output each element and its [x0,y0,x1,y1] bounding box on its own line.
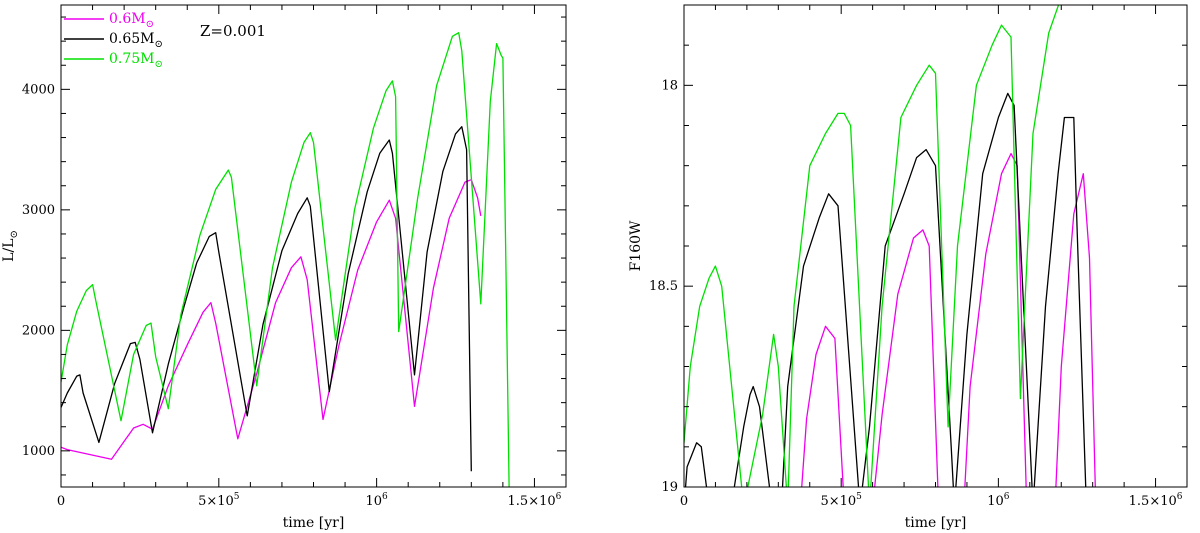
series-line-1 [684,92,1087,487]
x-tick-label-base: 10 [987,494,1004,509]
y-tick-label: 3000 [22,203,55,218]
x-tick-label: 0 [57,494,65,509]
y-axis-label: L/L⊙ [1,230,20,262]
legend-entry-2: 0.75M⊙ [109,51,163,70]
series-line-2 [61,32,510,487]
legend-entry-0: 0.6M⊙ [109,11,154,30]
x-tick-label-base: 1.5×10 [508,494,556,509]
x-tick-label-base: 1.5×10 [1129,494,1177,509]
x-axis-label: time [yr] [283,515,345,531]
x-tick-label-exponent: 5 [856,492,862,502]
series-line-2 [684,5,1060,487]
legend-entry-sun-symbol: ⊙ [155,39,163,50]
x-tick-label: 1.5×106 [1129,492,1183,509]
y-tick-label: 18 [661,78,678,93]
y-tick-label: 1000 [22,444,55,459]
x-axis-label: time [yr] [905,515,967,531]
x-tick-label-base: 0 [680,494,688,509]
x-tick-label-base: 0 [57,494,65,509]
x-tick-label-base: 5×10 [820,494,856,509]
x-tick-label-exponent: 6 [382,492,388,502]
x-tick-label: 0 [680,494,688,509]
legend-entry-name: 0.75M [109,51,155,67]
series-line-0 [61,179,482,460]
series-line-0 [801,152,1096,487]
x-tick-label-base: 10 [365,494,382,509]
y-tick-label: 2000 [22,323,55,338]
x-tick-label: 106 [987,492,1010,509]
y-axis-label-text: F160W [628,220,644,271]
x-tick-label: 106 [365,492,388,509]
x-tick-label-exponent: 5 [234,492,240,502]
y-tick-label: 18.5 [649,279,678,294]
series-line-1 [61,126,472,472]
y-axis-label-sun-symbol: ⊙ [9,230,20,238]
x-tick-label: 5×105 [820,492,862,509]
legend-entry-name: 0.65M [109,31,155,47]
legend-entry-1: 0.65M⊙ [109,31,163,50]
x-tick-label-base: 5×10 [198,494,234,509]
plot-frame [60,4,567,488]
metallicity-annotation: Z=0.001 [200,22,266,40]
legend-entry-sun-symbol: ⊙ [155,59,163,70]
x-tick-label: 1.5×106 [508,492,562,509]
y-axis-label-text: L/L [1,239,17,262]
y-tick-label: 19 [661,480,678,495]
x-tick-label-exponent: 6 [1177,492,1183,502]
legend-entry-sun-symbol: ⊙ [146,19,154,30]
y-axis-label: F160W [628,220,644,271]
x-tick-label: 5×105 [198,492,240,509]
x-tick-label-exponent: 6 [556,492,562,502]
y-tick-label: 4000 [22,82,55,97]
x-tick-label-exponent: 6 [1004,492,1010,502]
legend-entry-name: 0.6M [109,11,146,27]
